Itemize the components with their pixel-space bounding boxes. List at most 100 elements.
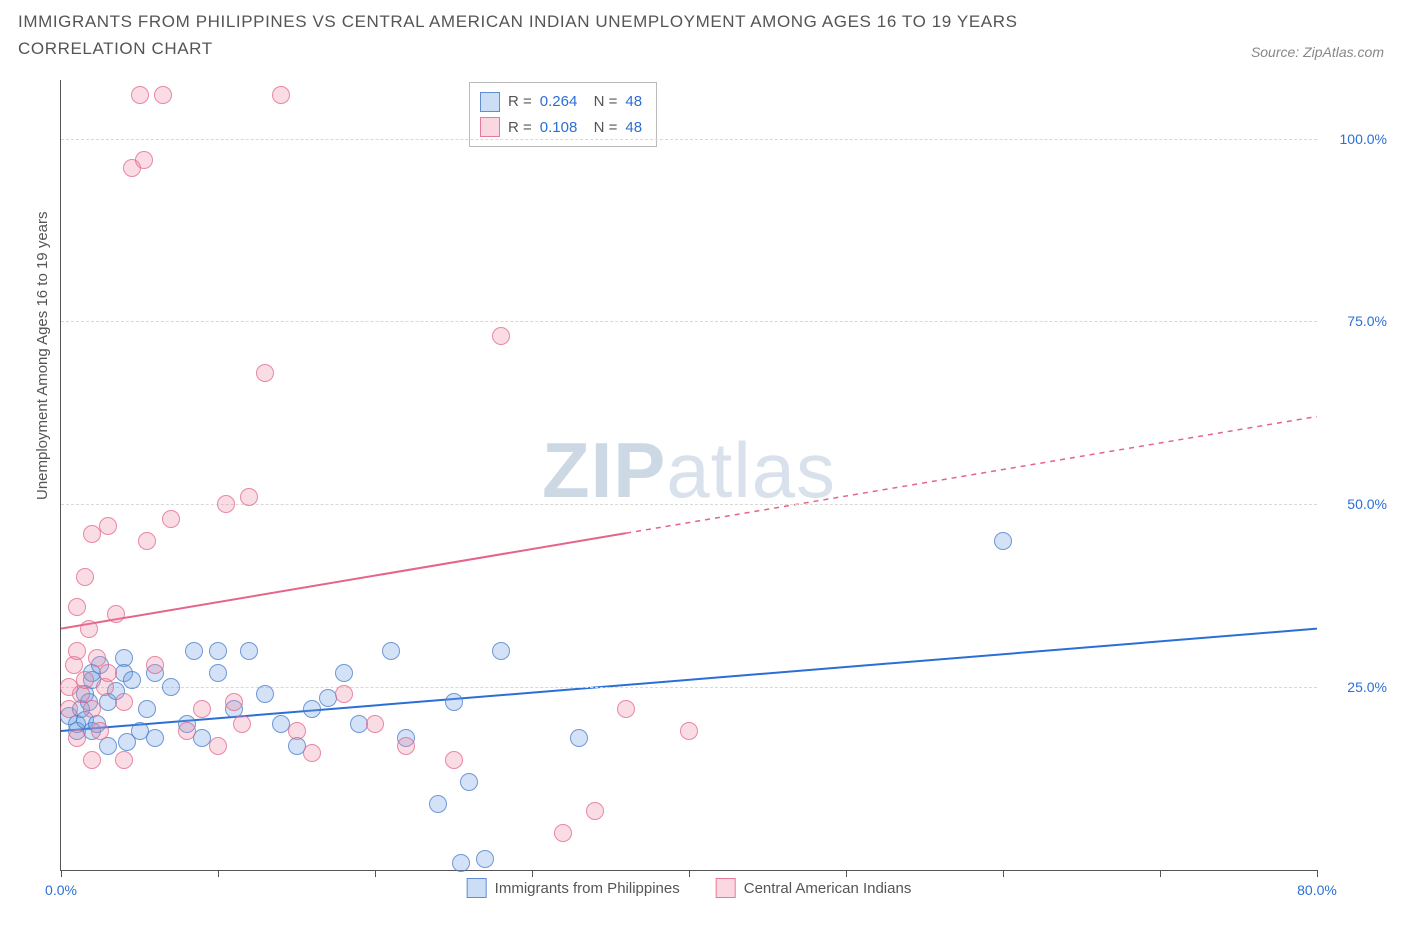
stat-n-b: 48: [625, 115, 642, 141]
data-point: [68, 598, 86, 616]
data-point: [123, 671, 141, 689]
stat-n-label: N =: [585, 115, 617, 141]
data-point: [240, 488, 258, 506]
x-tick-label: 0.0%: [45, 882, 77, 898]
watermark-bold: ZIP: [542, 426, 666, 514]
data-point: [366, 715, 384, 733]
data-point: [429, 795, 447, 813]
data-point: [80, 620, 98, 638]
legend-label-a: Immigrants from Philippines: [495, 880, 680, 897]
y-axis-label: Unemployment Among Ages 16 to 19 years: [34, 211, 51, 500]
data-point: [256, 685, 274, 703]
data-point: [99, 517, 117, 535]
legend-item-b: Central American Indians: [716, 878, 912, 898]
gridline: [61, 139, 1317, 140]
swatch-a-icon: [480, 92, 500, 112]
x-tick-label: 80.0%: [1297, 882, 1337, 898]
data-point: [154, 86, 172, 104]
x-tick: [61, 870, 62, 877]
gridline: [61, 687, 1317, 688]
data-point: [617, 700, 635, 718]
scatter-plot-area: ZIPatlas R = 0.264 N = 48 R = 0.108 N = …: [60, 80, 1317, 871]
data-point: [445, 751, 463, 769]
data-point: [397, 737, 415, 755]
x-tick: [1003, 870, 1004, 877]
stat-r-label: R =: [508, 115, 532, 141]
source-citation: Source: ZipAtlas.com: [1251, 44, 1384, 60]
data-point: [91, 722, 109, 740]
x-tick: [689, 870, 690, 877]
data-point: [217, 495, 235, 513]
data-point: [452, 854, 470, 872]
data-point: [138, 532, 156, 550]
data-point: [570, 729, 588, 747]
data-point: [107, 605, 125, 623]
x-tick: [218, 870, 219, 877]
data-point: [335, 664, 353, 682]
data-point: [233, 715, 251, 733]
data-point: [303, 744, 321, 762]
data-point: [680, 722, 698, 740]
data-point: [209, 664, 227, 682]
stats-legend-box: R = 0.264 N = 48 R = 0.108 N = 48: [469, 82, 657, 147]
data-point: [185, 642, 203, 660]
data-point: [272, 86, 290, 104]
x-tick: [1160, 870, 1161, 877]
data-point: [115, 693, 133, 711]
data-point: [288, 722, 306, 740]
x-tick: [532, 870, 533, 877]
y-tick-label: 100.0%: [1327, 131, 1387, 147]
data-point: [60, 700, 78, 718]
data-point: [83, 700, 101, 718]
y-tick-label: 50.0%: [1327, 496, 1387, 512]
series-legend: Immigrants from Philippines Central Amer…: [467, 878, 912, 898]
data-point: [76, 568, 94, 586]
data-point: [131, 86, 149, 104]
data-point: [492, 327, 510, 345]
data-point: [476, 850, 494, 868]
x-tick: [1317, 870, 1318, 877]
y-tick-label: 75.0%: [1327, 313, 1387, 329]
gridline: [61, 321, 1317, 322]
data-point: [445, 693, 463, 711]
stat-r-label: R =: [508, 89, 532, 115]
data-point: [99, 664, 117, 682]
x-tick: [375, 870, 376, 877]
watermark-text: ZIPatlas: [542, 425, 836, 516]
data-point: [115, 751, 133, 769]
swatch-a-icon: [467, 878, 487, 898]
data-point: [209, 737, 227, 755]
data-point: [240, 642, 258, 660]
data-point: [460, 773, 478, 791]
data-point: [146, 729, 164, 747]
x-tick: [846, 870, 847, 877]
stat-r-b: 0.108: [540, 115, 578, 141]
stats-row-b: R = 0.108 N = 48: [480, 115, 642, 141]
data-point: [138, 700, 156, 718]
data-point: [68, 729, 86, 747]
y-tick-label: 25.0%: [1327, 679, 1387, 695]
data-point: [225, 693, 243, 711]
watermark-rest: atlas: [666, 426, 836, 514]
data-point: [162, 678, 180, 696]
swatch-b-icon: [716, 878, 736, 898]
chart-title: IMMIGRANTS FROM PHILIPPINES VS CENTRAL A…: [18, 8, 1118, 62]
legend-item-a: Immigrants from Philippines: [467, 878, 680, 898]
stat-n-label: N =: [585, 89, 617, 115]
stat-n-a: 48: [625, 89, 642, 115]
data-point: [382, 642, 400, 660]
stat-r-a: 0.264: [540, 89, 578, 115]
data-point: [68, 642, 86, 660]
data-point: [554, 824, 572, 842]
data-point: [492, 642, 510, 660]
data-point: [76, 671, 94, 689]
data-point: [256, 364, 274, 382]
data-point: [994, 532, 1012, 550]
stats-row-a: R = 0.264 N = 48: [480, 89, 642, 115]
data-point: [209, 642, 227, 660]
data-point: [335, 685, 353, 703]
legend-label-b: Central American Indians: [744, 880, 912, 897]
data-point: [83, 751, 101, 769]
data-point: [146, 656, 164, 674]
data-point: [586, 802, 604, 820]
